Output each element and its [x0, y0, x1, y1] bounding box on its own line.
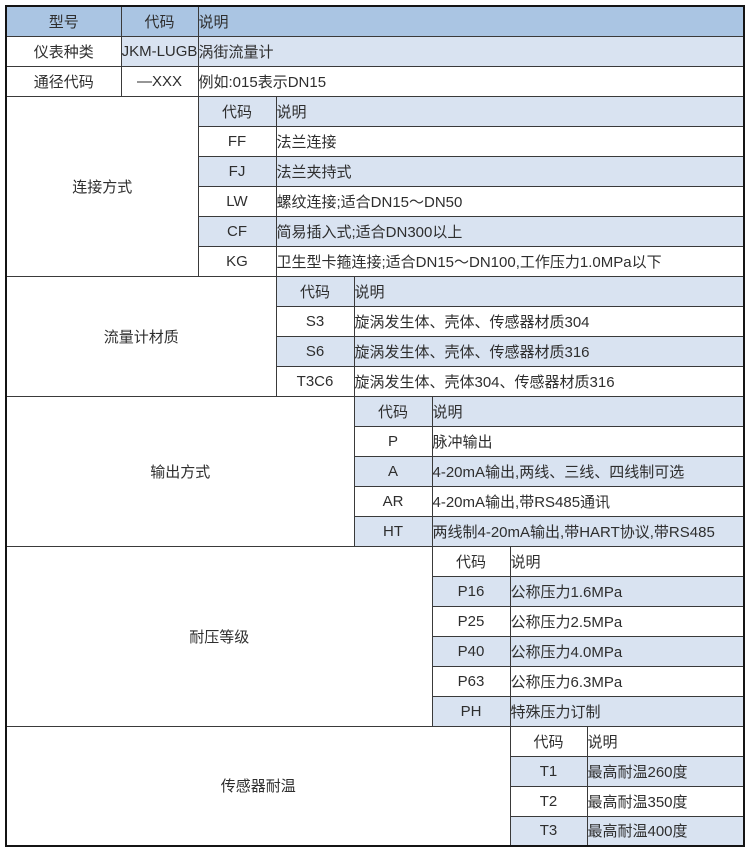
model-spec-table: 型号 代码 说明 仪表种类 JKM-LUGB 涡街流量计 通径代码 —XXX 例… [5, 5, 745, 847]
desc-cell: 公称压力6.3MPa [509, 665, 745, 697]
desc-cell: 公称压力2.5MPa [509, 605, 745, 637]
nested-desc-header: 说明 [586, 725, 745, 757]
desc-cell: 4-20mA输出,两线、三线、四线制可选 [431, 455, 745, 487]
desc-cell: 旋涡发生体、壳体304、传感器材质316 [353, 365, 745, 397]
code-cell: P63 [431, 665, 511, 697]
nested-code-header: 代码 [275, 275, 355, 307]
table-row: AR 4-20mA输出,带RS485通讯 [6, 485, 745, 517]
desc-cell: 旋涡发生体、壳体、传感器材质316 [353, 335, 745, 367]
desc-cell: 两线制4-20mA输出,带HART协议,带RS485 [431, 515, 745, 547]
code-cell: LW [197, 185, 277, 217]
col-header-desc: 说明 [197, 5, 745, 37]
code-cell: T1 [509, 755, 588, 787]
desc-cell: 螺纹连接;适合DN15～DN50 [275, 185, 745, 217]
code-cell: T2 [509, 785, 588, 817]
code-cell: —XXX [120, 65, 199, 97]
code-cell: S6 [275, 335, 355, 367]
table-row: LW 螺纹连接;适合DN15～DN50 [6, 185, 745, 217]
desc-cell: 简易插入式;适合DN300以上 [275, 215, 745, 247]
code-cell: HT [353, 515, 433, 547]
section-label: 输出方式 [5, 395, 355, 547]
nested-desc-header: 说明 [509, 545, 745, 577]
nested-code-header: 代码 [353, 395, 433, 427]
table-row: P16 公称压力1.6MPa [6, 575, 745, 607]
code-cell: AR [353, 485, 433, 517]
table-row: FF 法兰连接 [6, 125, 745, 157]
table-row: FJ 法兰夹持式 [6, 155, 745, 187]
section-label: 连接方式 [5, 95, 199, 277]
table-row: 输出方式 代码 说明 [5, 395, 745, 547]
nested-desc-header: 说明 [275, 95, 745, 127]
nested-desc-header: 说明 [353, 275, 745, 307]
header-row: 型号 代码 说明 [5, 5, 745, 37]
code-cell: FF [197, 125, 277, 157]
desc-cell: 4-20mA输出,带RS485通讯 [431, 485, 745, 517]
code-cell: P [353, 425, 433, 457]
nested-desc-header: 说明 [431, 395, 745, 427]
desc-cell: 特殊压力订制 [509, 695, 745, 727]
code-cell: S3 [275, 305, 355, 337]
code-cell: T3 [509, 815, 588, 847]
desc-cell: 最高耐温350度 [586, 785, 745, 817]
table-row: PH 特殊压力订制 [6, 695, 745, 727]
desc-cell: 公称压力1.6MPa [509, 575, 745, 607]
nested-code-header: 代码 [431, 545, 511, 577]
table-row: KG 卫生型卡箍连接;适合DN15～DN100,工作压力1.0MPa以下 [6, 245, 745, 277]
code-cell: PH [431, 695, 511, 727]
table-row: T3 最高耐温400度 [6, 815, 745, 847]
table-row: P 脉冲输出 [6, 425, 745, 457]
desc-cell: 公称压力4.0MPa [509, 635, 745, 667]
row-label: 通径代码 [5, 65, 122, 97]
code-cell: P25 [431, 605, 511, 637]
table-row: CF 简易插入式;适合DN300以上 [6, 215, 745, 247]
desc-cell: 法兰夹持式 [275, 155, 745, 187]
table-row: A 4-20mA输出,两线、三线、四线制可选 [6, 455, 745, 487]
desc-cell: 卫生型卡箍连接;适合DN15～DN100,工作压力1.0MPa以下 [275, 245, 745, 277]
row-label: 仪表种类 [5, 35, 122, 67]
section-label: 耐压等级 [5, 545, 433, 727]
table-row: P25 公称压力2.5MPa [6, 605, 745, 637]
table-row: P63 公称压力6.3MPa [6, 665, 745, 697]
code-cell: T3C6 [275, 365, 355, 397]
nested-code-header: 代码 [197, 95, 277, 127]
table-row: 流量计材质 代码 说明 [5, 275, 745, 397]
code-cell: KG [197, 245, 277, 277]
table-row: 传感器耐温 代码 说明 [5, 725, 745, 847]
desc-cell: 法兰连接 [275, 125, 745, 157]
desc-cell: 旋涡发生体、壳体、传感器材质304 [353, 305, 745, 337]
table-row: S6 旋涡发生体、壳体、传感器材质316 [6, 335, 745, 367]
code-cell: JKM-LUGB [120, 35, 199, 67]
table-row: T3C6 旋涡发生体、壳体304、传感器材质316 [6, 365, 745, 397]
table-row: T1 最高耐温260度 [6, 755, 745, 787]
desc-cell: 例如:015表示DN15 [197, 65, 745, 97]
desc-cell: 最高耐温400度 [586, 815, 745, 847]
table-row: 耐压等级 代码 说明 [5, 545, 745, 727]
col-header-model: 型号 [5, 5, 122, 37]
code-cell: P40 [431, 635, 511, 667]
code-cell: A [353, 455, 433, 487]
code-cell: FJ [197, 155, 277, 187]
table-row: 通径代码 —XXX 例如:015表示DN15 [5, 65, 745, 97]
section-label: 传感器耐温 [5, 725, 511, 847]
table-row: 连接方式 代码 说明 [5, 95, 745, 277]
desc-cell: 涡街流量计 [197, 35, 745, 67]
code-cell: P16 [431, 575, 511, 607]
section-label: 流量计材质 [5, 275, 277, 397]
nested-code-header: 代码 [509, 725, 588, 757]
code-cell: CF [197, 215, 277, 247]
desc-cell: 最高耐温260度 [586, 755, 745, 787]
table-row: 仪表种类 JKM-LUGB 涡街流量计 [5, 35, 745, 67]
table-row: HT 两线制4-20mA输出,带HART协议,带RS485 [6, 515, 745, 547]
col-header-code: 代码 [120, 5, 199, 37]
desc-cell: 脉冲输出 [431, 425, 745, 457]
table-row: T2 最高耐温350度 [6, 785, 745, 817]
